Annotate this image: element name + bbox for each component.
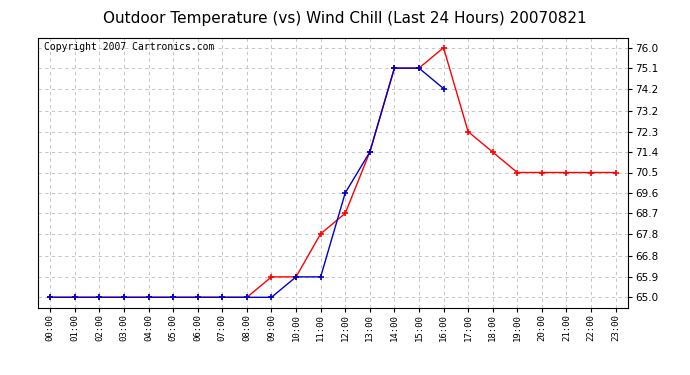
Text: Copyright 2007 Cartronics.com: Copyright 2007 Cartronics.com [44,42,214,51]
Text: Outdoor Temperature (vs) Wind Chill (Last 24 Hours) 20070821: Outdoor Temperature (vs) Wind Chill (Las… [104,11,586,26]
